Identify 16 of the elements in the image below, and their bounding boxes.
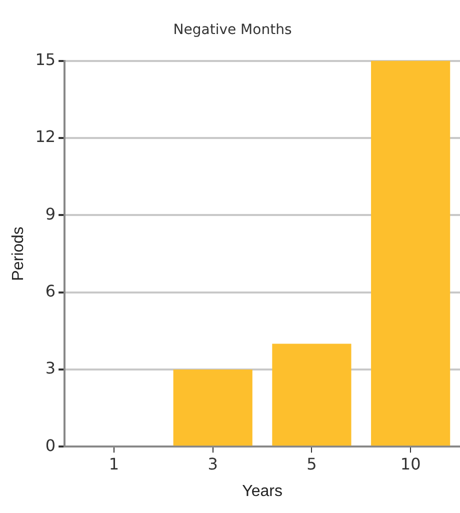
y-tick-label: 9: [45, 204, 56, 224]
bar: [371, 60, 450, 446]
bar: [272, 344, 352, 446]
y-tick-label: 6: [45, 281, 56, 300]
x-axis-title: Years: [242, 482, 282, 500]
y-tick-label: 15: [35, 50, 56, 69]
x-tick-label: 3: [208, 454, 218, 474]
x-tick-label: 1: [108, 454, 120, 474]
x-tick-label: 10: [400, 454, 421, 474]
x-tick-label: 5: [306, 454, 317, 474]
chart-title: Negative Months: [173, 22, 292, 38]
y-tick-label: 3: [45, 358, 56, 378]
bar: [173, 369, 252, 446]
y-tick-label: 12: [35, 127, 56, 146]
y-axis-title: Periods: [10, 226, 28, 281]
y-tick-label: 0: [45, 436, 56, 455]
